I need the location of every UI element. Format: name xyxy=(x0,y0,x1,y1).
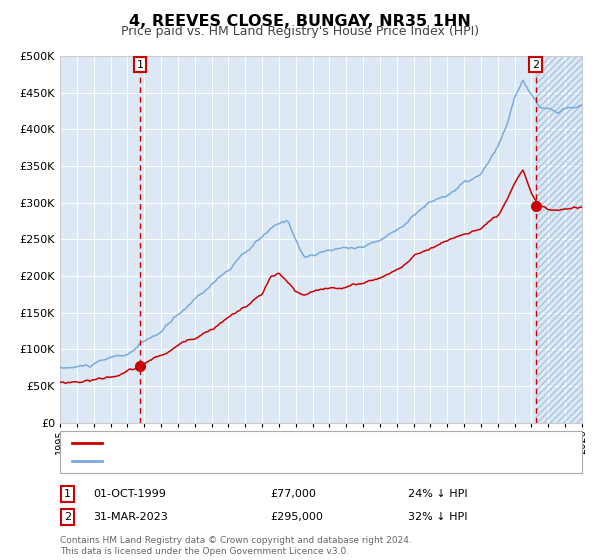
Text: 01-OCT-1999: 01-OCT-1999 xyxy=(93,489,166,499)
Text: 4, REEVES CLOSE, BUNGAY, NR35 1HN: 4, REEVES CLOSE, BUNGAY, NR35 1HN xyxy=(129,14,471,29)
Bar xyxy=(536,56,582,423)
Text: 2: 2 xyxy=(532,60,539,69)
Text: 24% ↓ HPI: 24% ↓ HPI xyxy=(408,489,467,499)
Text: HPI: Average price, detached house, East Suffolk: HPI: Average price, detached house, East… xyxy=(108,456,363,466)
Text: 32% ↓ HPI: 32% ↓ HPI xyxy=(408,512,467,522)
Bar xyxy=(536,56,582,423)
Text: £295,000: £295,000 xyxy=(270,512,323,522)
Text: 4, REEVES CLOSE, BUNGAY, NR35 1HN (detached house): 4, REEVES CLOSE, BUNGAY, NR35 1HN (detac… xyxy=(108,438,404,448)
Text: £77,000: £77,000 xyxy=(270,489,316,499)
Text: 31-MAR-2023: 31-MAR-2023 xyxy=(93,512,168,522)
Text: Price paid vs. HM Land Registry's House Price Index (HPI): Price paid vs. HM Land Registry's House … xyxy=(121,25,479,38)
Text: Contains HM Land Registry data © Crown copyright and database right 2024.
This d: Contains HM Land Registry data © Crown c… xyxy=(60,536,412,556)
Text: 2: 2 xyxy=(64,512,71,522)
Text: 1: 1 xyxy=(136,60,143,69)
Text: 1: 1 xyxy=(64,489,71,499)
